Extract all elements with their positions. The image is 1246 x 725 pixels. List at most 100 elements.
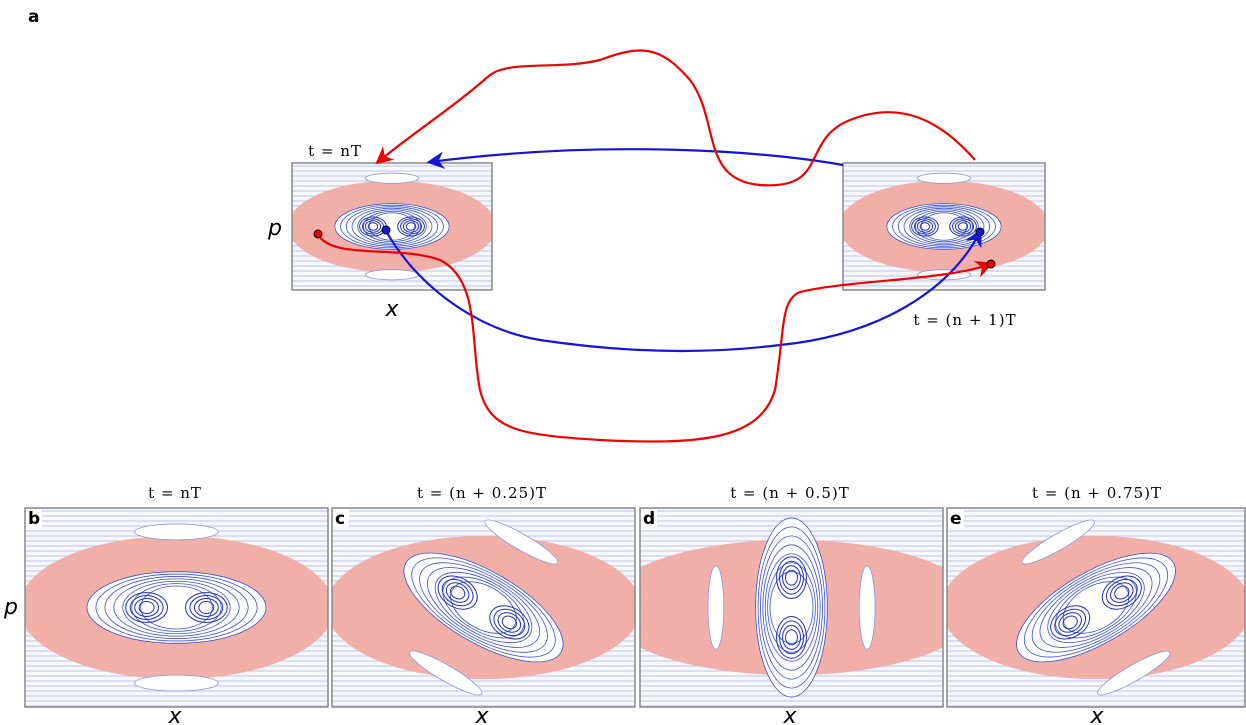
side-island [858, 565, 876, 650]
contour [351, 207, 433, 246]
eye-contour [1105, 578, 1138, 607]
eye-contour [782, 624, 801, 650]
contour [1062, 581, 1130, 634]
eye-contour [400, 218, 423, 235]
frame [946, 507, 1246, 708]
eye-contour [489, 605, 530, 640]
frame [639, 507, 944, 708]
red-return [375, 49, 976, 187]
phase-portrait [331, 507, 636, 708]
eye-contour [134, 598, 160, 617]
panel-title: t = (n + 0.5)T [730, 484, 849, 502]
eye-contour [1062, 615, 1078, 630]
resonance [334, 172, 450, 281]
portrait-body [947, 508, 1245, 707]
contour [1016, 552, 1176, 663]
panel-label: c [335, 509, 345, 529]
portrait-body [25, 508, 328, 707]
eye-contour [779, 620, 804, 655]
eye-contour [776, 556, 807, 600]
contour [757, 526, 826, 689]
contour [104, 576, 249, 639]
side-island [364, 172, 420, 184]
contour [403, 552, 564, 663]
contour [903, 207, 985, 246]
contour [86, 571, 267, 644]
eye-contour [1058, 612, 1082, 633]
contour [764, 553, 819, 662]
label-bg [26, 509, 42, 527]
x-axis-label: x [782, 704, 797, 725]
phase-portrait [946, 507, 1246, 708]
resonance [86, 523, 267, 692]
eye-contour [1110, 582, 1134, 603]
contour [909, 209, 979, 244]
island-core [755, 517, 828, 698]
phase-portrait [639, 507, 944, 708]
contour [357, 209, 427, 244]
contour [755, 517, 828, 698]
contour [426, 567, 541, 648]
eye-contour [129, 595, 164, 620]
panel-title: t = nT [148, 484, 202, 502]
side-island [707, 565, 725, 650]
panel-label: b [28, 509, 40, 529]
red-start [313, 229, 323, 239]
side-island [134, 674, 219, 692]
portrait-body [332, 508, 635, 707]
eye-contour [782, 565, 801, 591]
resonance [403, 519, 564, 696]
eye-contour [785, 569, 798, 586]
contour [140, 585, 213, 630]
contour [762, 544, 821, 671]
contour [419, 562, 548, 653]
start-time: t = nT [308, 142, 362, 160]
eye-contour [913, 218, 936, 235]
contour [411, 557, 556, 658]
eye-contour [441, 578, 474, 607]
label-bg [948, 509, 964, 527]
island-core [334, 203, 450, 250]
panel-label: d [643, 509, 655, 529]
trajectories [313, 49, 996, 443]
eye-contour [957, 222, 969, 231]
phase-portrait [842, 162, 1046, 291]
side-island [408, 650, 483, 696]
contour [767, 562, 816, 653]
red-end [986, 259, 996, 269]
side-island [1097, 650, 1171, 696]
frame [842, 162, 1046, 291]
label-bg [641, 509, 657, 527]
eye-contour [405, 222, 417, 231]
contour [892, 204, 996, 249]
contour [1047, 571, 1145, 644]
contour [434, 571, 533, 644]
blue-end [975, 227, 985, 237]
red-forward [317, 233, 994, 443]
contour [1039, 567, 1153, 648]
eye-contour [189, 595, 224, 620]
contour [113, 578, 240, 637]
panel-label: a [28, 7, 39, 27]
contour [334, 203, 450, 250]
frame [331, 507, 636, 708]
resonance [1016, 519, 1176, 696]
contour [340, 204, 444, 249]
eye-contour [954, 220, 972, 233]
contour [915, 210, 973, 243]
contour [95, 573, 258, 642]
eye-contour [1050, 605, 1091, 640]
contour [1055, 576, 1137, 639]
eye-contour [397, 216, 425, 237]
blue-return [426, 148, 844, 169]
side-island [134, 523, 219, 541]
eye-contour [785, 629, 798, 646]
contour [897, 206, 991, 247]
portrait-body [843, 163, 1045, 290]
phase-portrait [291, 162, 493, 291]
eye-contour [1054, 608, 1087, 637]
island-core [1016, 553, 1176, 662]
eye-contour [911, 216, 939, 237]
eye-contour [184, 592, 228, 623]
eye-contour [919, 222, 931, 231]
